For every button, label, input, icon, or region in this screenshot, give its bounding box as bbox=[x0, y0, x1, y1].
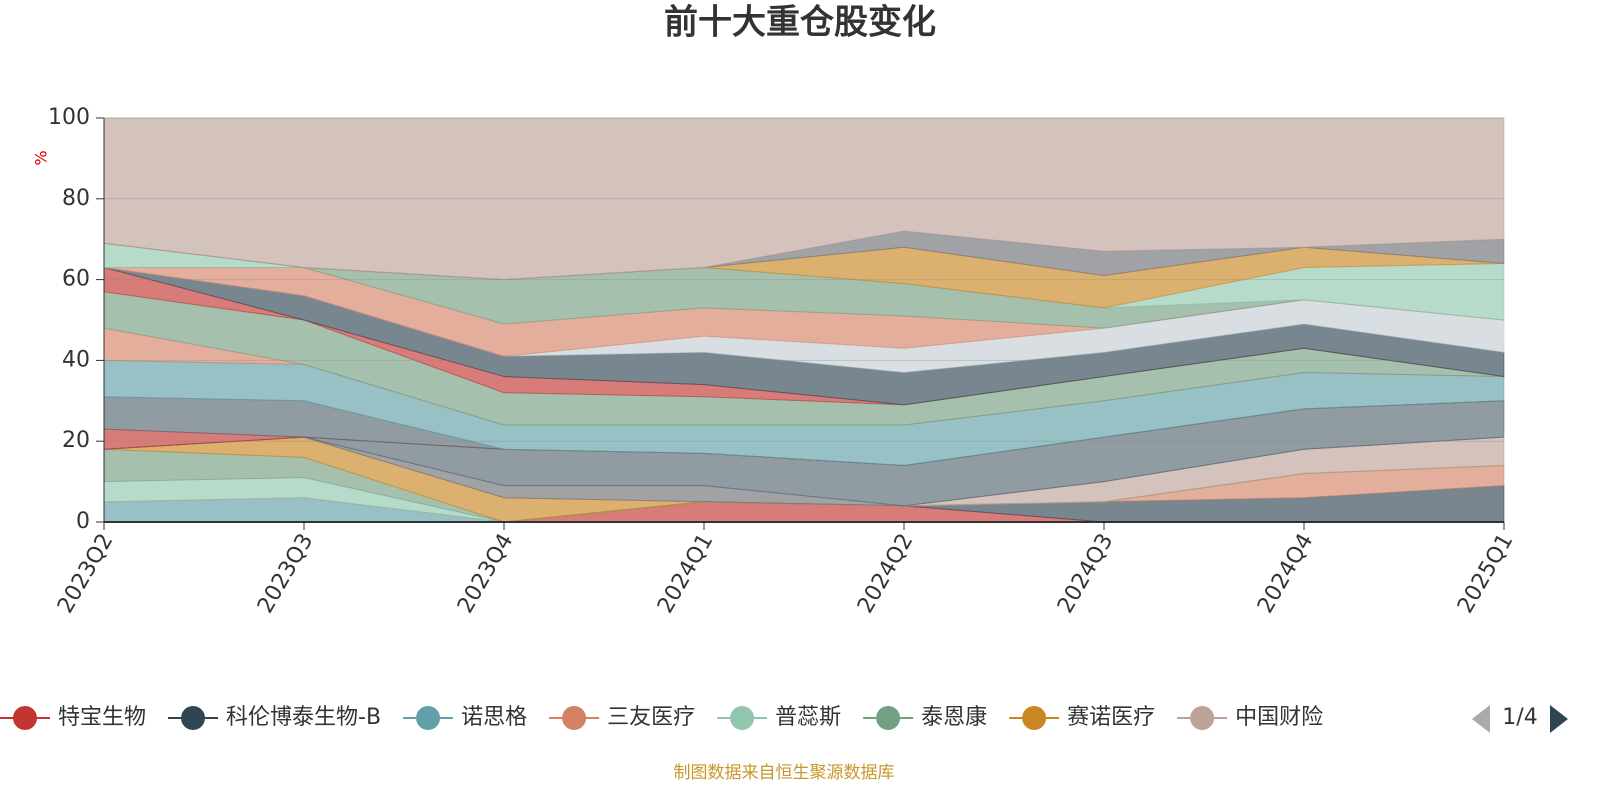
legend-swatch bbox=[13, 706, 37, 730]
legend-item: 普蕊斯 bbox=[717, 705, 841, 730]
legend-swatch bbox=[1190, 706, 1215, 730]
y-tick-label: 40 bbox=[62, 347, 90, 372]
chart-title: 前十大重仓股变化 bbox=[664, 3, 936, 43]
x-tick-label: 2023Q3 bbox=[253, 530, 318, 618]
source-note: 制图数据来自恒生聚源数据库 bbox=[674, 763, 895, 783]
legend-item: 诺思格 bbox=[403, 705, 527, 730]
legend-prev bbox=[1472, 705, 1490, 733]
y-tick-label: 60 bbox=[62, 267, 90, 292]
legend-label: 特宝生物 bbox=[58, 705, 146, 730]
x-tick-label: 2024Q2 bbox=[853, 530, 918, 618]
y-tick-label: 0 bbox=[76, 509, 90, 534]
legend-label: 科伦博泰生物-B bbox=[226, 705, 381, 730]
legend-page: 1/4 bbox=[1502, 705, 1537, 730]
y-tick-label: 20 bbox=[62, 428, 90, 453]
legend-swatch bbox=[181, 706, 206, 730]
legend-item: 泰恩康 bbox=[863, 705, 987, 730]
x-tick-label: 2025Q1 bbox=[1453, 530, 1518, 618]
x-tick-label: 2024Q4 bbox=[1253, 530, 1318, 618]
legend-item: 中国财险 bbox=[1177, 705, 1323, 730]
y-axis-label: % bbox=[32, 150, 51, 165]
legend-item: 科伦博泰生物-B bbox=[168, 705, 381, 730]
legend-label: 普蕊斯 bbox=[775, 705, 841, 730]
legend-label: 赛诺医疗 bbox=[1067, 705, 1155, 730]
legend-next[interactable] bbox=[1550, 705, 1568, 733]
legend-label: 三友医疗 bbox=[607, 705, 695, 730]
x-tick-label: 2024Q3 bbox=[1053, 530, 1118, 618]
y-tick-label: 100 bbox=[48, 105, 90, 130]
legend-item: 赛诺医疗 bbox=[1009, 705, 1155, 730]
y-tick-label: 80 bbox=[62, 186, 90, 211]
legend-label: 诺思格 bbox=[461, 705, 527, 730]
x-tick-label: 2023Q2 bbox=[53, 530, 118, 618]
x-tick-label: 2024Q1 bbox=[653, 530, 718, 618]
legend-swatch bbox=[562, 706, 587, 730]
area bbox=[103, 117, 1505, 281]
x-tick-label: 2023Q4 bbox=[453, 530, 518, 618]
legend-swatch bbox=[1022, 706, 1047, 730]
legend-swatch bbox=[876, 706, 901, 730]
legend-label: 泰恩康 bbox=[921, 705, 987, 730]
legend-swatch bbox=[730, 706, 755, 730]
legend-item: 特宝生物 bbox=[0, 705, 146, 730]
legend-item: 三友医疗 bbox=[549, 705, 695, 730]
legend-swatch bbox=[416, 706, 441, 730]
legend-label: 中国财险 bbox=[1235, 705, 1323, 730]
